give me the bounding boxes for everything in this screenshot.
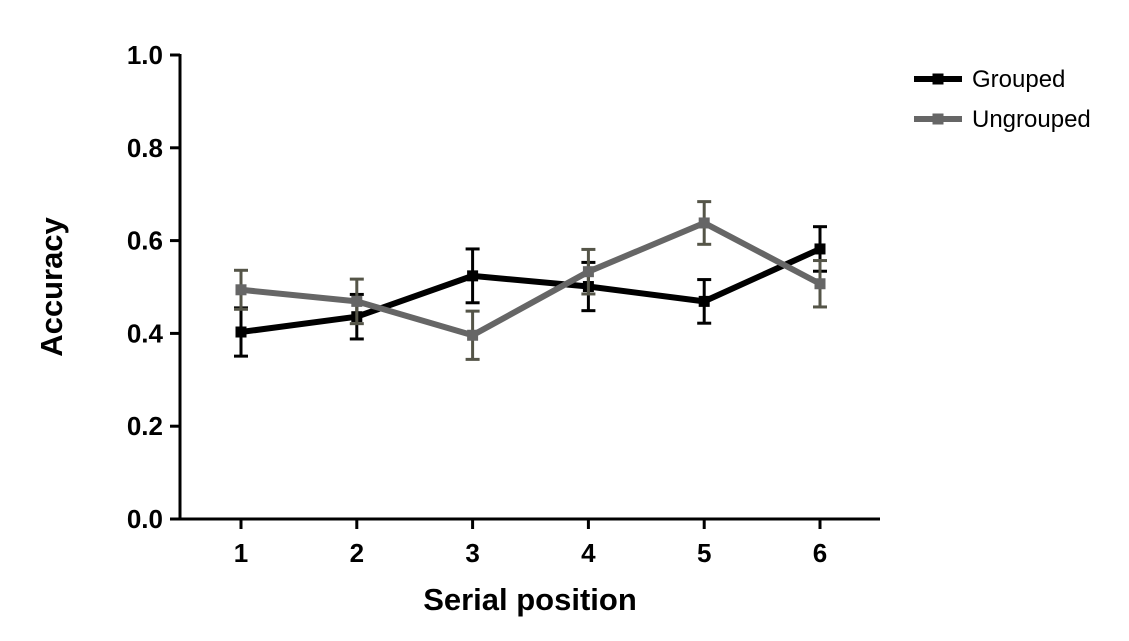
series-line-grouped	[240, 246, 822, 335]
series-ungrouped	[234, 200, 827, 361]
x-tick-label: 4	[581, 538, 596, 568]
legend-label: Ungrouped	[972, 106, 1091, 133]
x-tick-label: 1	[234, 538, 248, 568]
data-point	[467, 329, 479, 341]
x-tick-label: 3	[465, 538, 479, 568]
tick-labels: 0.0 0.2 0.4 0.6 0.8 1.0 1 2 3 4 5 6	[127, 40, 827, 568]
y-tick-label: 0.6	[127, 226, 163, 256]
x-tick-label: 2	[350, 538, 364, 568]
legend-item: Grouped	[914, 66, 1065, 93]
x-tick-label: 5	[697, 538, 711, 568]
data-point	[235, 326, 247, 338]
series-line-ungrouped	[240, 219, 822, 339]
legend: Grouped Ungrouped	[914, 66, 1091, 133]
data-point	[351, 295, 363, 307]
y-tick-label: 0.8	[127, 133, 163, 163]
legend-swatch-marker	[932, 73, 944, 85]
y-tick-label: 0.0	[127, 504, 163, 534]
legend-item: Ungrouped	[914, 106, 1091, 133]
data-point	[582, 266, 594, 278]
axes	[170, 53, 880, 529]
y-tick-label: 0.4	[127, 318, 164, 348]
data-point	[235, 284, 247, 296]
y-tick-label: 1.0	[127, 40, 163, 70]
data-point	[814, 243, 826, 255]
data-point	[467, 270, 479, 282]
legend-swatch-marker	[932, 113, 944, 125]
data-point	[814, 278, 826, 290]
data-point	[698, 295, 710, 307]
x-axis-title: Serial position	[423, 582, 637, 617]
series-grouped	[234, 225, 827, 358]
series-layer	[234, 200, 827, 361]
x-tick-label: 6	[813, 538, 827, 568]
y-tick-label: 0.2	[127, 411, 163, 441]
legend-label: Grouped	[972, 66, 1065, 93]
y-axis-title: Accuracy	[34, 216, 69, 356]
data-point	[698, 217, 710, 229]
